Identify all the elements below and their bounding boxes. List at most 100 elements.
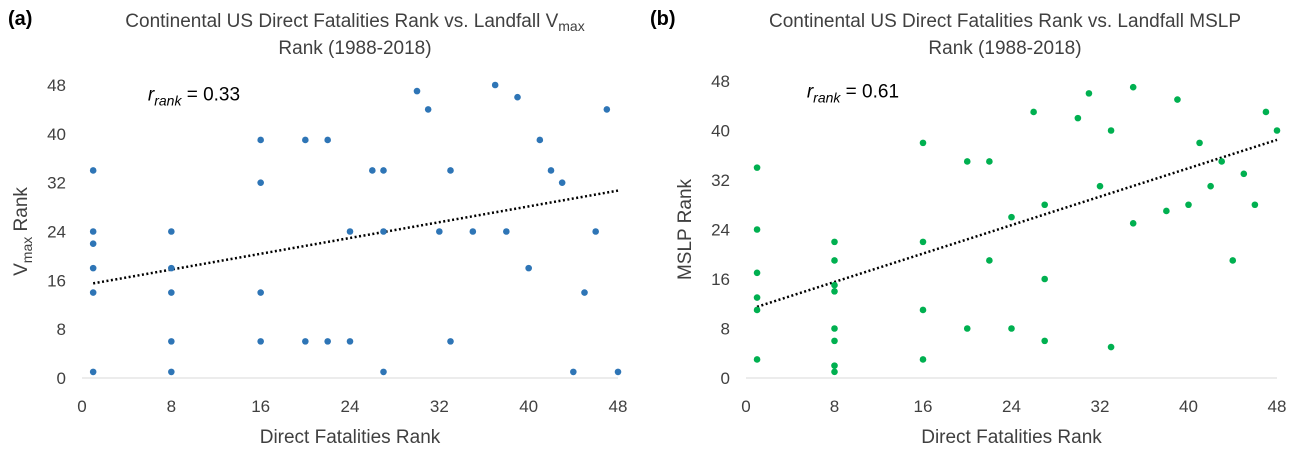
panel-label: (a) <box>8 8 33 30</box>
x-tick-label: 0 <box>741 397 750 416</box>
data-point <box>1030 108 1037 116</box>
y-tick-label: 0 <box>721 369 730 388</box>
data-point <box>536 136 544 144</box>
data-point <box>369 167 376 174</box>
chart-title-main: Continental US Direct Fatalities Rank vs… <box>768 11 1242 32</box>
data-point <box>1041 201 1048 209</box>
data-point <box>753 306 761 314</box>
y-tick-label: 24 <box>47 223 66 242</box>
data-point <box>963 158 971 165</box>
data-point <box>1008 325 1015 332</box>
data-point <box>257 338 264 345</box>
data-point <box>1163 207 1170 215</box>
chart-title: Continental US Direct Fatalities Rank vs… <box>725 8 1285 62</box>
data-point <box>831 281 838 289</box>
y-axis-label: Vmax Rank <box>11 187 35 276</box>
data-point <box>986 257 993 264</box>
data-point <box>1074 114 1082 122</box>
data-point <box>168 368 175 376</box>
y-tick-label: 8 <box>57 320 66 339</box>
data-point <box>547 167 555 174</box>
x-tick-label: 8 <box>167 397 176 416</box>
trendline <box>92 189 619 285</box>
y-tick-label: 16 <box>711 270 730 289</box>
data-point <box>1196 139 1203 147</box>
y-tick-label: 24 <box>711 221 730 240</box>
data-point <box>558 179 566 186</box>
data-point <box>1041 337 1048 345</box>
x-tick-label: 40 <box>1179 397 1198 416</box>
correlation-subscript: rank <box>813 90 841 106</box>
x-tick-label: 24 <box>341 397 360 416</box>
data-point <box>753 269 761 277</box>
x-tick-label: 40 <box>519 397 538 416</box>
x-tick-label: 0 <box>77 397 86 416</box>
data-point <box>424 106 432 113</box>
x-tick-label: 48 <box>609 397 628 416</box>
correlation-annotation: rrank = 0.61 <box>807 82 899 106</box>
x-tick-label: 16 <box>914 397 933 416</box>
correlation-subscript: rank <box>154 92 182 108</box>
data-point <box>380 368 387 376</box>
panel-label: (b) <box>650 8 676 30</box>
data-point <box>469 228 477 235</box>
data-point <box>592 228 599 235</box>
scatter-plot: 0 8 16 24 32 40 48 0 8 16 24 32 40 48 Direct Fatalitie… <box>675 72 1286 448</box>
data-point <box>831 238 838 246</box>
correlation-symbol: r <box>148 84 155 105</box>
chart-panel-b: (b) Continental US Direct Fatalities Ran… <box>650 0 1299 452</box>
data-point <box>1218 158 1225 165</box>
y-axis-label-main: MSLP Rank <box>675 178 696 280</box>
scatter-plot: 0 8 16 24 32 40 48 0 8 16 24 32 40 48 Direct Fatalitie… <box>11 76 628 448</box>
data-point <box>168 228 175 235</box>
x-tick-label: 8 <box>830 397 839 416</box>
data-point <box>257 289 264 296</box>
correlation-value: = 0.61 <box>840 82 899 103</box>
y-tick-label: 16 <box>47 271 66 290</box>
data-point <box>1008 213 1015 221</box>
data-point <box>89 240 97 248</box>
y-axis-label-tail: Rank <box>11 187 32 237</box>
data-point <box>1085 90 1093 97</box>
correlation-value: = 0.33 <box>181 84 240 105</box>
x-tick-label: 32 <box>1091 397 1110 416</box>
x-axis-label: Direct Fatalities Rank <box>260 427 441 448</box>
data-point <box>1229 257 1237 264</box>
data-point <box>302 338 309 345</box>
data-point <box>831 337 838 345</box>
y-axis-label: MSLP Rank <box>675 178 696 280</box>
data-point <box>1207 182 1214 190</box>
data-point <box>324 136 331 144</box>
data-point <box>753 226 761 233</box>
data-point <box>324 338 331 345</box>
data-point <box>831 257 838 264</box>
data-point <box>963 325 971 332</box>
data-point <box>1273 127 1281 134</box>
x-tick-label: 16 <box>251 397 270 416</box>
data-point <box>1240 170 1248 178</box>
data-point <box>986 158 993 165</box>
y-tick-label: 40 <box>711 122 730 141</box>
data-point <box>503 228 510 235</box>
x-axis-label: Direct Fatalities Rank <box>921 427 1102 448</box>
data-point <box>1107 343 1115 351</box>
data-point <box>380 167 387 174</box>
correlation-annotation: rrank = 0.33 <box>148 84 240 108</box>
y-tick-label: 48 <box>711 72 730 91</box>
data-point <box>753 164 761 171</box>
data-point <box>603 106 611 113</box>
data-point <box>413 87 421 95</box>
chart-panel-a: (a) Continental US Direct Fatalities Ran… <box>8 8 628 448</box>
data-point <box>257 136 264 144</box>
data-point <box>1251 201 1259 209</box>
data-point <box>525 264 532 272</box>
y-axis-label-subscript: max <box>19 237 35 263</box>
data-point <box>831 288 838 295</box>
y-axis-label-main: V <box>11 263 32 276</box>
correlation-symbol: r <box>807 82 814 103</box>
data-point <box>831 325 838 332</box>
chart-title-subscript: max <box>558 18 585 34</box>
data-point <box>89 264 97 272</box>
data-point <box>436 228 443 235</box>
data-point <box>831 362 838 369</box>
